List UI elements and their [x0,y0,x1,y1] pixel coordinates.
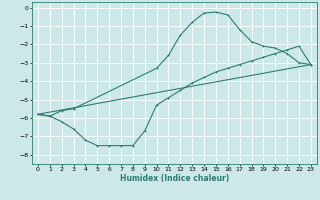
X-axis label: Humidex (Indice chaleur): Humidex (Indice chaleur) [120,174,229,183]
